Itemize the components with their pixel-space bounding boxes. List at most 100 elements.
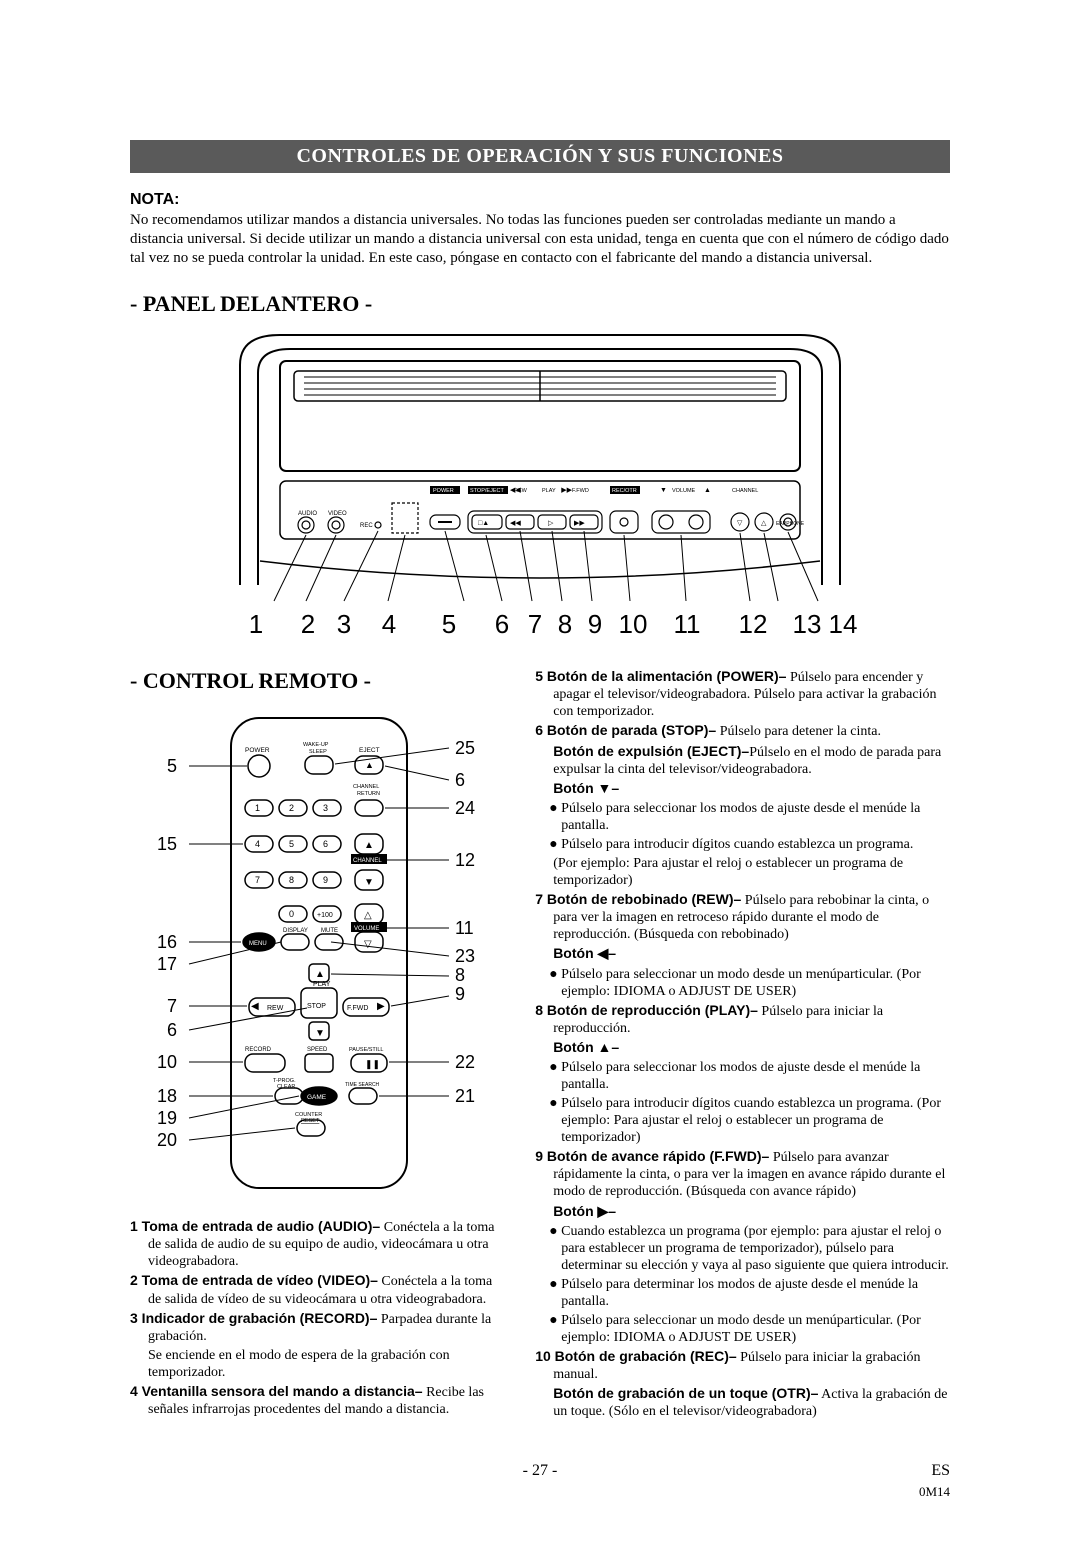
- def1-lead: 1 Toma de entrada de audio (AUDIO)–: [130, 1218, 380, 1234]
- def9-b1: Cuando establezca un programa (por ejemp…: [561, 1224, 949, 1273]
- remote-label-power: POWER: [245, 747, 270, 754]
- remote-label-eject: EJECT: [359, 747, 380, 754]
- page-footer: - 27 - ES 0M14: [130, 1462, 950, 1480]
- remote-num-l2: 16: [157, 932, 177, 952]
- remote-num-l1: 15: [157, 834, 177, 854]
- def6a-text: Púlselo para detener la cinta.: [716, 724, 881, 739]
- svg-text:3: 3: [323, 803, 328, 813]
- remote-label-ffwd: F.FWD: [347, 1005, 368, 1012]
- def5-lead: 5 Botón de la alimentación (POWER)–: [535, 668, 786, 684]
- svg-text:▲: ▲: [315, 969, 325, 980]
- svg-text:7: 7: [255, 875, 260, 885]
- svg-text:5: 5: [289, 839, 294, 849]
- remote-num-l3: 17: [157, 954, 177, 974]
- remote-label-chreturn: CHANNEL: [353, 784, 379, 790]
- def9-lead: 9 Botón de avance rápido (F.FWD)–: [535, 1148, 769, 1164]
- remote-num-r8: 22: [455, 1052, 475, 1072]
- def3-lead: 3 Indicador de grabación (RECORD)–: [130, 1310, 377, 1326]
- svg-text:▼: ▼: [315, 1028, 325, 1039]
- panel-label-rec: REC: [360, 523, 373, 529]
- doc-code: 0M14: [919, 1484, 950, 1500]
- panel-num-14: 14: [826, 609, 860, 640]
- svg-text:4: 4: [255, 839, 260, 849]
- def8-b2: Púlselo para introducir dígitos cuando e…: [561, 1096, 941, 1145]
- svg-text:▼: ▼: [660, 487, 667, 494]
- remote-label-mute: MUTE: [321, 928, 338, 934]
- remote-label-game: GAME: [307, 1094, 327, 1101]
- svg-text:9: 9: [323, 875, 328, 885]
- def6-b2-sub: (Por ejemplo: Para ajustar el reloj o es…: [535, 855, 950, 889]
- remote-label-rew: REW: [267, 1005, 284, 1012]
- right-definitions: 5 Botón de la alimentación (POWER)– Púls…: [535, 668, 950, 1420]
- def2-lead: 2 Toma de entrada de vídeo (VIDEO)–: [130, 1272, 378, 1288]
- svg-text:RETURN: RETURN: [357, 791, 380, 797]
- def6-b1: Púlselo para seleccionar los modos de aj…: [561, 801, 920, 833]
- svg-text:◀◀: ◀◀: [510, 520, 521, 527]
- panel-callout-numbers: 1 2 3 4 5 6 7 8 9 10 11 12 13 14: [220, 609, 860, 640]
- def6c-lead: Botón ▼–: [553, 780, 619, 796]
- remote-label-volume: VOLUME: [354, 926, 379, 932]
- svg-text:▽: ▽: [364, 939, 372, 950]
- svg-text:▷: ▷: [548, 520, 554, 527]
- def3-extra: Se enciende en el modo de espera de la g…: [130, 1347, 507, 1381]
- panel-label-recotr: REC/OTR: [612, 488, 637, 494]
- def10b-lead: Botón de grabación de un toque (OTR)–: [553, 1385, 818, 1401]
- left-definitions: 1 Toma de entrada de audio (AUDIO)– Coné…: [130, 1218, 507, 1418]
- def8b-lead: Botón ▲–: [553, 1039, 619, 1055]
- panel-label-audio: AUDIO: [298, 511, 317, 517]
- page-number: - 27 -: [130, 1462, 950, 1480]
- panel-num-13: 13: [788, 609, 826, 640]
- panel-label-video: VIDEO: [328, 511, 347, 517]
- panel-num-8: 8: [550, 609, 580, 640]
- front-panel-diagram: AUDIO VIDEO REC POWER STOP/EJECT REC/OTR…: [220, 325, 860, 605]
- panel-num-12: 12: [718, 609, 788, 640]
- def9b-lead: Botón ▶–: [553, 1203, 616, 1219]
- svg-text:▶▶: ▶▶: [561, 487, 572, 494]
- svg-text:△: △: [364, 910, 372, 921]
- def6a-lead: 6 Botón de parada (STOP)–: [535, 722, 716, 738]
- svg-text:◀◀: ◀◀: [510, 487, 521, 494]
- svg-text:RESET: RESET: [301, 1118, 320, 1124]
- remote-label-display: DISPLAY: [283, 928, 308, 934]
- panel-label-play: PLAY: [542, 488, 556, 494]
- panel-num-9: 9: [580, 609, 610, 640]
- remote-label-play: PLAY: [313, 981, 331, 988]
- panel-num-6: 6: [484, 609, 520, 640]
- panel-label-volume: VOLUME: [672, 488, 696, 494]
- remote-num-l5: 6: [167, 1020, 177, 1040]
- panel-heading: - PANEL DELANTERO -: [130, 291, 950, 317]
- remote-num-r5: 23: [455, 946, 475, 966]
- panel-num-1: 1: [220, 609, 292, 640]
- panel-num-10: 10: [610, 609, 656, 640]
- def7-b1: Púlselo para seleccionar un modo desde u…: [561, 967, 921, 999]
- panel-label-stopeject: STOP/EJECT: [470, 488, 504, 494]
- svg-text:▲: ▲: [365, 760, 374, 770]
- svg-text:▶▶: ▶▶: [574, 520, 585, 527]
- remote-num-r4: 11: [455, 918, 474, 938]
- def4-lead: 4 Ventanilla sensora del mando a distanc…: [130, 1383, 423, 1399]
- remote-num-l6: 10: [157, 1052, 177, 1072]
- remote-heading: - CONTROL REMOTO -: [130, 668, 507, 694]
- panel-label-power: POWER: [433, 488, 454, 494]
- svg-text:1: 1: [255, 803, 260, 813]
- svg-text:▼: ▼: [364, 877, 374, 888]
- lang-code: ES: [931, 1462, 950, 1480]
- remote-num-r7: 9: [455, 984, 465, 1004]
- def9-b2: Púlselo para determinar los modos de aju…: [561, 1277, 918, 1309]
- nota-body: No recomendamos utilizar mandos a distan…: [130, 211, 950, 267]
- remote-num-r2: 24: [455, 798, 475, 818]
- def8-lead: 8 Botón de reproducción (PLAY)–: [535, 1002, 758, 1018]
- remote-num-r1: 6: [455, 770, 465, 790]
- remote-num-l0: 5: [167, 756, 177, 776]
- remote-label-speed: SPEED: [307, 1047, 328, 1053]
- panel-label-channel: CHANNEL: [732, 488, 758, 494]
- panel-num-5: 5: [414, 609, 484, 640]
- panel-label-ffwd: F.FWD: [572, 488, 589, 494]
- def7b-lead: Botón ◀–: [553, 945, 616, 961]
- svg-text:◀: ◀: [251, 1001, 259, 1012]
- svg-text:▲: ▲: [364, 840, 374, 851]
- svg-text:▲: ▲: [704, 487, 711, 494]
- remote-num-r0: 25: [455, 738, 475, 758]
- remote-num-r6: 8: [455, 965, 465, 985]
- svg-text:CLEAR: CLEAR: [277, 1084, 295, 1090]
